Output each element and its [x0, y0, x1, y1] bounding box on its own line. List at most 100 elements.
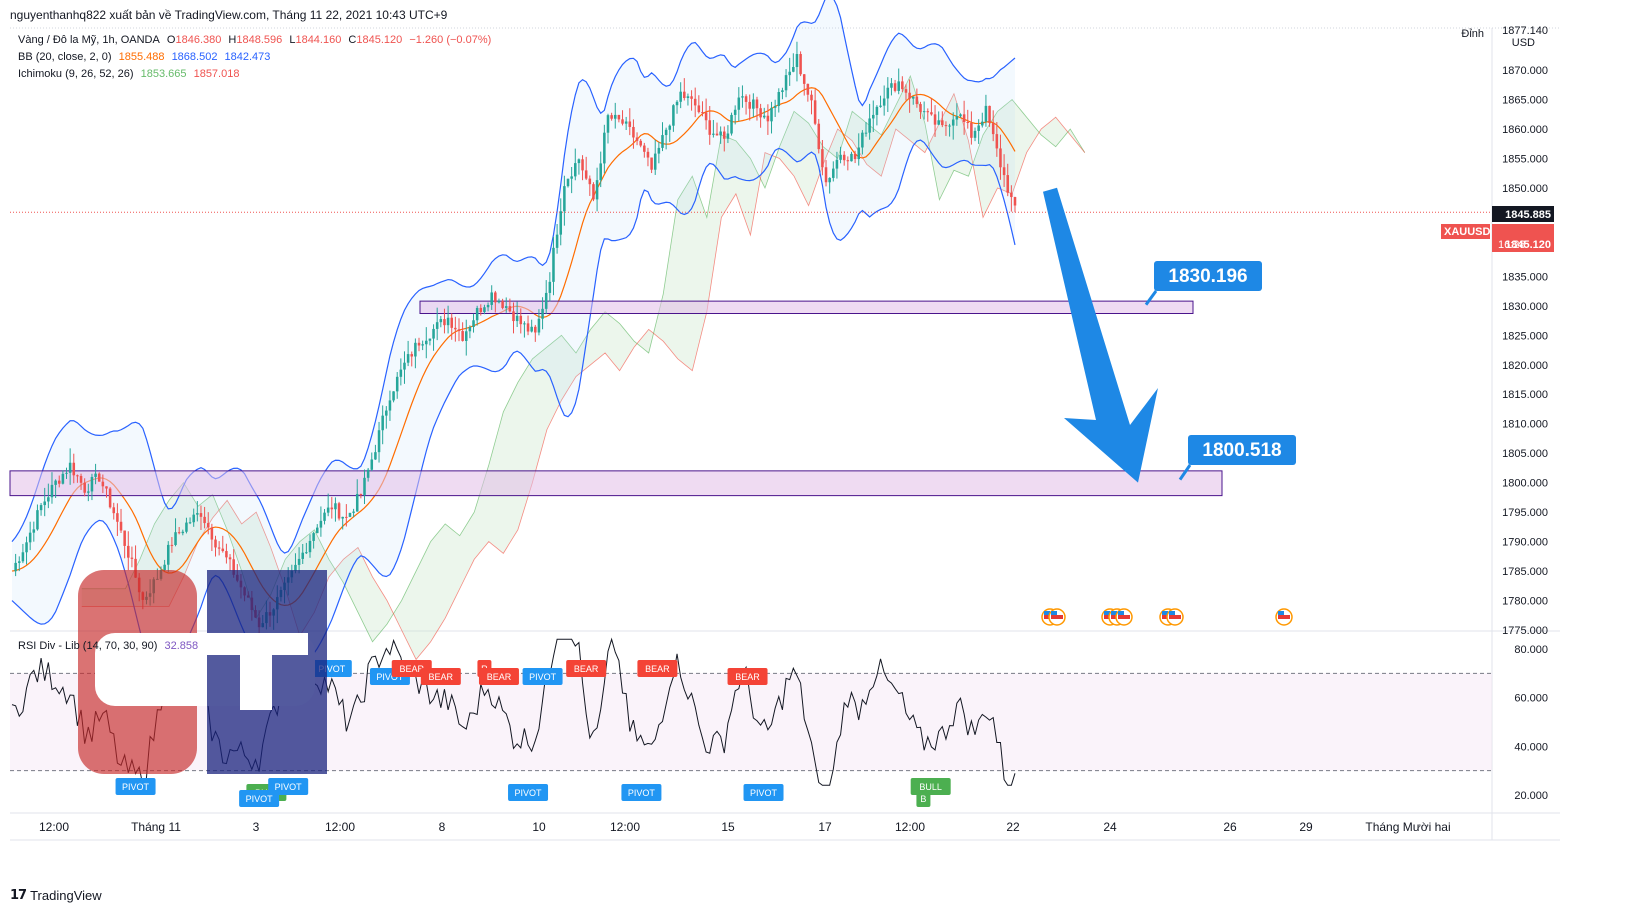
- flag-stripe-icon: [1278, 615, 1290, 619]
- candle-body: [196, 513, 199, 515]
- candle-body: [821, 149, 824, 168]
- price-tick: 1860.000: [1502, 124, 1548, 136]
- candle-body: [57, 480, 61, 484]
- rsi-signal-bull[interactable]: [910, 778, 951, 795]
- level-callout-2-box[interactable]: [1188, 435, 1296, 465]
- candle-body: [90, 476, 94, 492]
- rsi-label: RSI Div - Lib (14, 70, 30, 90): [18, 640, 158, 652]
- candle-body: [581, 159, 584, 171]
- candle-body: [228, 557, 232, 560]
- candle-body: [759, 108, 762, 118]
- candle-body: [181, 531, 185, 534]
- candle-body: [577, 159, 581, 164]
- candle-body: [810, 94, 813, 101]
- candle-body: [392, 391, 395, 401]
- legend-rsi[interactable]: RSI Div - Lib (14, 70, 30, 90) 32.858: [18, 640, 202, 652]
- candle-body: [730, 114, 733, 134]
- candle-body: [588, 178, 592, 185]
- candle-body: [366, 469, 370, 478]
- rsi-signal-pivot[interactable]: [522, 668, 563, 685]
- candle-body: [14, 562, 17, 572]
- candle-body: [472, 320, 475, 328]
- time-tick: 12:00: [325, 820, 355, 834]
- candle-body: [443, 319, 446, 326]
- candle-body: [25, 542, 28, 553]
- high-label: H: [228, 34, 237, 46]
- candle-body: [217, 547, 221, 549]
- candle-body: [795, 54, 799, 68]
- candle-body: [697, 105, 701, 113]
- flag-stripe-icon: [1169, 615, 1181, 619]
- rsi-signal-bear[interactable]: [727, 668, 768, 685]
- candle-body: [87, 491, 90, 493]
- price-tick: 1865.000: [1502, 95, 1548, 107]
- candle-body: [123, 530, 126, 546]
- main-pane[interactable]: [10, 28, 1492, 630]
- candle-body: [603, 132, 606, 164]
- tradingview-brand[interactable]: 𝟭𝟳 TradingView: [10, 887, 102, 903]
- last-price-tag-bg[interactable]: [1492, 206, 1554, 222]
- candle-body: [922, 111, 926, 113]
- rsi-signal-text: PIVOT: [122, 782, 150, 792]
- level-callout-2-text: 1800.518: [1202, 440, 1281, 461]
- legend-ichimoku[interactable]: Ichimoku (9, 26, 52, 26) 1853.665 1857.0…: [18, 68, 243, 80]
- candle-body: [893, 83, 897, 91]
- candle-body: [177, 532, 181, 534]
- rsi-signal-text: BEAR: [399, 664, 424, 674]
- rsi-signal-bear[interactable]: [420, 668, 461, 685]
- candle-body: [345, 516, 348, 518]
- legend-ohlc: Vàng / Đô la Mỹ, 1h, OANDA O1846.380 H18…: [18, 34, 495, 46]
- candle-body: [741, 96, 744, 98]
- candle-body: [650, 157, 653, 170]
- candle-body: [166, 544, 170, 565]
- candle-body: [766, 115, 770, 122]
- rsi-signal-pivot[interactable]: [621, 784, 662, 801]
- projection-arrow[interactable]: [1043, 187, 1158, 483]
- candle-body: [421, 344, 424, 346]
- candle-body: [79, 475, 83, 483]
- time-tick: 15: [721, 820, 735, 834]
- candle-body: [417, 342, 421, 346]
- candle-body: [541, 308, 544, 319]
- tradingview-logo-icon: 𝟭𝟳: [10, 887, 27, 902]
- level-callout-1-box[interactable]: [1154, 261, 1262, 291]
- flag-canton-icon: [1162, 611, 1168, 615]
- candle-body: [403, 362, 406, 370]
- candle-body: [770, 107, 773, 122]
- rsi-signal-pivot[interactable]: [268, 778, 309, 795]
- rsi-signal-pivot[interactable]: [115, 778, 156, 795]
- price-tick: 1800.000: [1502, 478, 1548, 490]
- candle-body: [897, 81, 900, 91]
- price-tick: 1855.000: [1502, 153, 1548, 165]
- candle-body: [530, 326, 533, 332]
- rsi-signal-text: BEAR: [574, 664, 599, 674]
- rsi-signal-text: BEAR: [735, 672, 760, 682]
- price-tick: 1790.000: [1502, 537, 1548, 549]
- rsi-signal-bear[interactable]: [478, 668, 519, 685]
- current-price-tag-bg[interactable]: [1492, 224, 1554, 252]
- rsi-signal-bear[interactable]: [637, 660, 678, 677]
- candle-body: [919, 104, 922, 112]
- candle-body: [875, 106, 879, 115]
- candle-body: [639, 140, 642, 146]
- support-zone-2[interactable]: [9, 470, 1223, 497]
- candle-body: [948, 125, 951, 127]
- rsi-signal-pivot[interactable]: [508, 784, 549, 801]
- candle-body: [686, 96, 690, 99]
- rsi-signal-text: PIVOT: [628, 788, 656, 798]
- time-tick: 12:00: [610, 820, 640, 834]
- candle-body: [537, 318, 541, 333]
- support-zone-1[interactable]: [419, 300, 1194, 314]
- rsi-signal-bear[interactable]: [566, 660, 607, 677]
- symbol-tag-bg[interactable]: [1441, 224, 1490, 239]
- rsi-signal-pivot[interactable]: [743, 784, 784, 801]
- candle-body: [170, 544, 174, 546]
- candle-body: [385, 410, 388, 416]
- legend-bb[interactable]: BB (20, close, 2, 0) 1855.488 1868.502 1…: [18, 51, 274, 63]
- candle-body: [439, 319, 443, 323]
- candle-body: [959, 114, 962, 117]
- logo-t-bar: [190, 633, 308, 655]
- candle-body: [464, 331, 468, 341]
- open-value: 1846.380: [175, 34, 222, 46]
